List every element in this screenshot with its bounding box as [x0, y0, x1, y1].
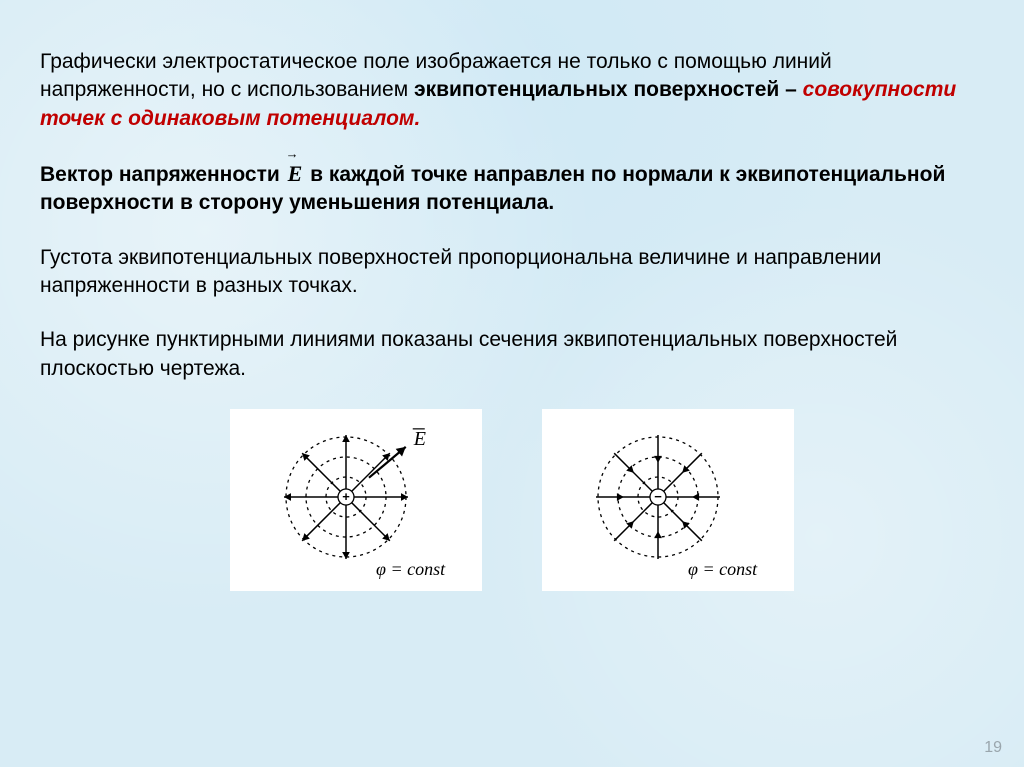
figure-positive-charge: + Eφ = const: [230, 409, 482, 591]
p2-lead: Вектор напряженности: [40, 163, 286, 186]
paragraph-2: Вектор напряженности E в каждой точке на…: [40, 159, 984, 218]
figure-row: + Eφ = const − φ = const: [40, 409, 984, 591]
paragraph-1: Графически электростатическое поле изобр…: [40, 48, 984, 133]
svg-text:φ = const: φ = const: [376, 559, 446, 579]
paragraph-4: На рисунке пунктирными линиями показаны …: [40, 326, 984, 383]
svg-text:−: −: [654, 489, 662, 504]
svg-text:+: +: [342, 489, 350, 504]
slide-number: 19: [984, 739, 1002, 757]
e-vector-symbol: E: [286, 159, 305, 189]
figure-negative-charge: − φ = const: [542, 409, 794, 591]
svg-text:φ = const: φ = const: [688, 559, 758, 579]
field-diagram-negative: − φ = const: [568, 417, 768, 587]
svg-text:E: E: [413, 428, 426, 450]
p1-bold: эквипотенциальных поверхностей –: [414, 78, 803, 101]
field-diagram-positive: + Eφ = const: [256, 417, 456, 587]
paragraph-3: Густота эквипотенциальных поверхностей п…: [40, 244, 984, 301]
